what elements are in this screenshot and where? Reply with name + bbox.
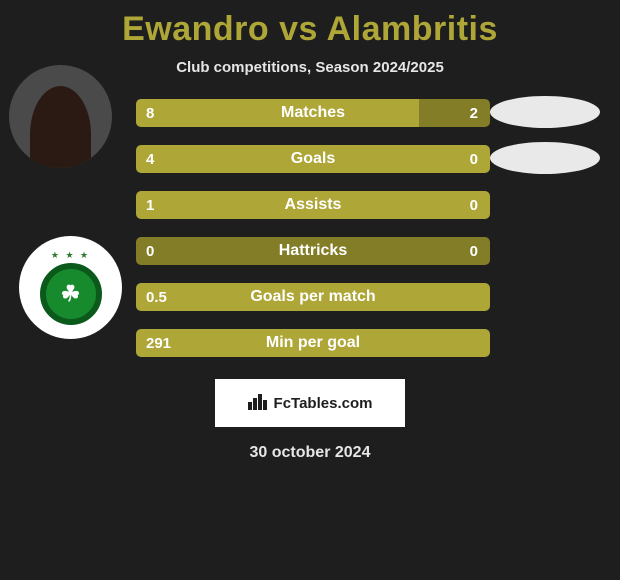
footer-date: 30 october 2024 [0, 444, 620, 462]
stat-row: Assists10 [0, 186, 620, 232]
stat-bar-left-fill [136, 283, 490, 311]
player-right-avatar [490, 96, 600, 128]
stat-row: ★ ★ ★☘Hattricks00 [0, 232, 620, 278]
stat-bar [136, 283, 490, 311]
stat-bar-left-fill [136, 191, 490, 219]
site-badge: FcTables.com [212, 376, 408, 430]
stat-bar [136, 99, 490, 127]
stat-row: Goals40 [0, 140, 620, 186]
stat-row: Goals per match0.5 [0, 278, 620, 324]
player-right-avatar [490, 142, 600, 174]
page-subtitle: Club competitions, Season 2024/2025 [0, 59, 620, 76]
stat-bar [136, 191, 490, 219]
stat-bar-left-fill [136, 329, 490, 357]
site-name: FcTables.com [274, 395, 373, 412]
stat-bar-left-fill [136, 145, 490, 173]
stat-row: Min per goal291 [0, 324, 620, 370]
stat-row: Matches82 [0, 94, 620, 140]
stats-container: Matches82Goals40Assists10★ ★ ★☘Hattricks… [0, 94, 620, 370]
stat-bar [136, 329, 490, 357]
page-title: Ewandro vs Alambritis [0, 0, 620, 49]
star-icon: ★ ★ ★ [51, 250, 90, 261]
stat-bar [136, 145, 490, 173]
stat-bar-left-fill [136, 99, 419, 127]
stat-bar [136, 237, 490, 265]
chart-icon [248, 392, 268, 415]
